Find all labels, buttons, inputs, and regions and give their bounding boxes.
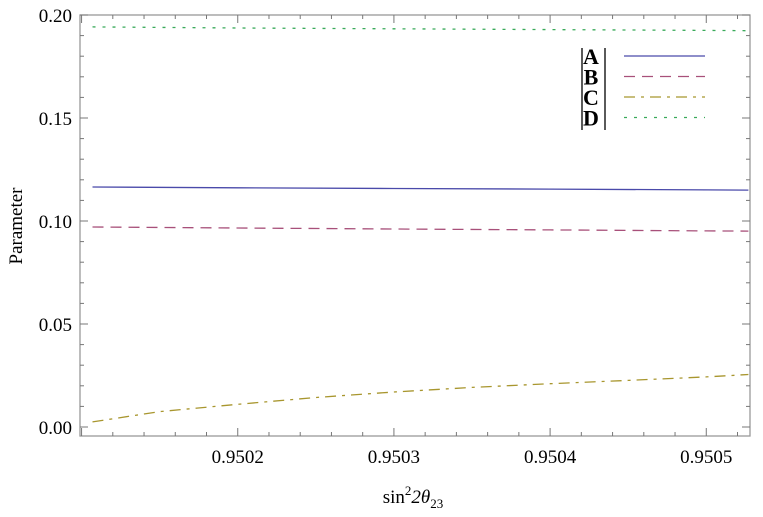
legend-label-c: C xyxy=(583,85,599,110)
x-axis-label: sin22θ23 xyxy=(383,483,444,511)
series-line-b xyxy=(92,226,749,232)
plot-border xyxy=(79,14,751,437)
y-tick-label: 0.20 xyxy=(39,6,72,27)
y-tick-label: 0.15 xyxy=(39,109,72,130)
y-axis-label: Parameter xyxy=(6,187,27,265)
plot-frame xyxy=(79,14,751,437)
x-tick-label: 0.9502 xyxy=(212,447,264,468)
x-tick-label: 0.9503 xyxy=(368,447,420,468)
x-tick-label: 0.9505 xyxy=(680,447,732,468)
series-line-a xyxy=(92,186,749,191)
series-lines xyxy=(92,26,749,423)
legend-label-d: D xyxy=(583,106,599,131)
legend-label-a: A xyxy=(583,44,599,69)
legend-label-b: B xyxy=(584,65,599,90)
y-tick-label: 0.05 xyxy=(39,315,72,336)
series-line-c xyxy=(92,373,749,423)
series-line-d xyxy=(92,26,749,32)
x-tick-label: 0.9504 xyxy=(524,447,577,468)
y-tick-label: 0.00 xyxy=(39,418,72,439)
ticks: 0.9502 0.9503 0.9504 0.9505 0.00 0.05 0.10 0.15… xyxy=(39,6,750,468)
y-tick-label: 0.10 xyxy=(39,212,72,233)
